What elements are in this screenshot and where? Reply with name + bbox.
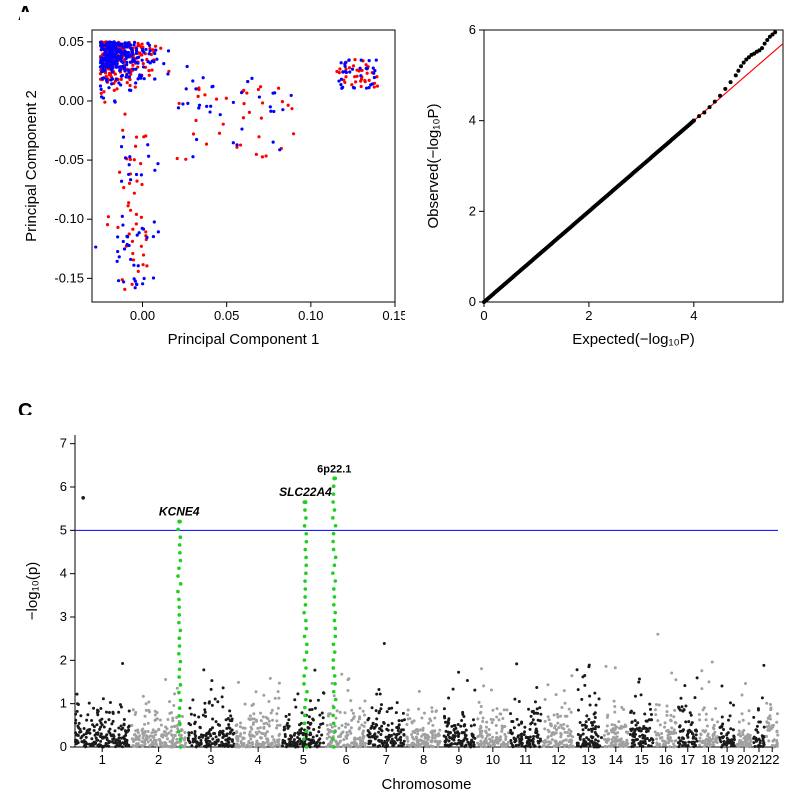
- svg-text:8: 8: [420, 752, 427, 767]
- svg-text:20: 20: [737, 752, 751, 767]
- svg-text:0.05: 0.05: [59, 34, 84, 49]
- svg-text:10: 10: [486, 752, 500, 767]
- svg-text:19: 19: [720, 752, 734, 767]
- svg-text:0.00: 0.00: [130, 308, 155, 323]
- svg-text:6: 6: [60, 479, 67, 494]
- qq-plot-panel: 0 2 4 0 2 4 6 Expected(−log₁₀P) Observed(−log₁₀P…: [420, 12, 795, 352]
- svg-text:2: 2: [585, 308, 592, 323]
- svg-text:6: 6: [469, 22, 476, 37]
- svg-text:13: 13: [581, 752, 595, 767]
- svg-text:6: 6: [343, 752, 350, 767]
- svg-text:0: 0: [480, 308, 487, 323]
- svg-text:2: 2: [60, 652, 67, 667]
- svg-text:1: 1: [60, 696, 67, 711]
- svg-text:Principal Component 2: Principal Component 2: [23, 90, 40, 242]
- svg-text:4: 4: [255, 752, 262, 767]
- figure-container: A 0.000.050.100.15-0.15-0.10-0.050.000.0…: [0, 0, 800, 806]
- svg-text:-0.10: -0.10: [54, 211, 84, 226]
- svg-text:Chromosome: Chromosome: [381, 776, 471, 793]
- pca-scatter-svg: 0.00 0.05 0.10 0.15 -0.15 -0.10 -0.05 0.00 0.05 P…: [20, 12, 405, 352]
- svg-text:-0.15: -0.15: [54, 270, 84, 285]
- svg-text:2: 2: [155, 752, 162, 767]
- svg-text:22: 22: [765, 752, 779, 767]
- svg-text:Expected(−log₁₀P): Expected(−log₁₀P): [572, 331, 695, 348]
- svg-text:18: 18: [701, 752, 715, 767]
- svg-text:Principal Component 1: Principal Component 1: [168, 331, 320, 348]
- svg-text:5: 5: [60, 522, 67, 537]
- svg-text:7: 7: [60, 436, 67, 451]
- pca-scatter-panel: 0.00 0.05 0.10 0.15 -0.15 -0.10 -0.05 0.00 0.05 P…: [20, 12, 405, 352]
- svg-text:0.05: 0.05: [214, 308, 239, 323]
- manhattan-panel: 01234567KCNE4SLC22A46p22.112345678910111…: [20, 415, 790, 795]
- svg-text:−log₁₀(p): −log₁₀(p): [24, 562, 41, 620]
- svg-text:KCNE4: KCNE4: [159, 505, 200, 519]
- svg-text:14: 14: [609, 752, 623, 767]
- svg-text:6p22.1: 6p22.1: [317, 463, 351, 475]
- svg-text:5: 5: [300, 752, 307, 767]
- svg-text:0.00: 0.00: [59, 93, 84, 108]
- svg-text:4: 4: [60, 566, 67, 581]
- svg-text:3: 3: [207, 752, 214, 767]
- svg-text:1: 1: [99, 752, 106, 767]
- svg-text:0: 0: [60, 739, 67, 754]
- svg-text:9: 9: [455, 752, 462, 767]
- qq-plot-svg: 0 2 4 0 2 4 6 Expected(−log₁₀P) Observed(−log₁₀P…: [420, 12, 795, 352]
- svg-text:4: 4: [690, 308, 697, 323]
- svg-text:15: 15: [634, 752, 648, 767]
- svg-text:17: 17: [681, 752, 695, 767]
- svg-text:4: 4: [469, 113, 476, 128]
- svg-text:12: 12: [551, 752, 565, 767]
- svg-text:3: 3: [60, 609, 67, 624]
- manhattan-svg: 01234567KCNE4SLC22A46p22.112345678910111…: [20, 415, 790, 795]
- svg-text:11: 11: [519, 752, 533, 767]
- svg-text:-0.05: -0.05: [54, 152, 84, 167]
- svg-text:2: 2: [469, 203, 476, 218]
- svg-text:7: 7: [383, 752, 390, 767]
- svg-text:0: 0: [469, 294, 476, 309]
- svg-text:0.15: 0.15: [382, 308, 405, 323]
- svg-text:SLC22A4: SLC22A4: [279, 485, 332, 499]
- svg-text:16: 16: [658, 752, 672, 767]
- svg-text:Observed(−log₁₀P): Observed(−log₁₀P): [425, 103, 442, 228]
- svg-text:0.10: 0.10: [298, 308, 323, 323]
